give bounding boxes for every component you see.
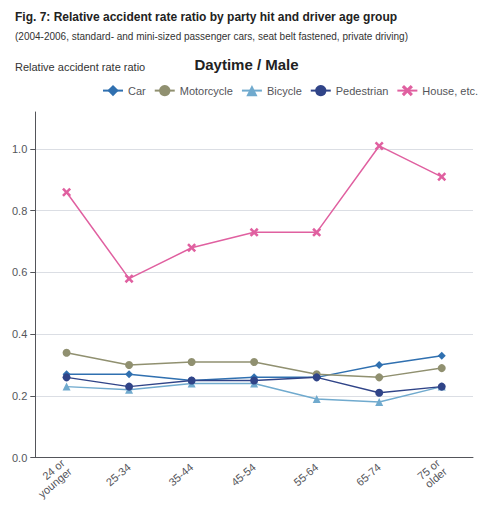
svg-text:Car: Car — [128, 85, 146, 97]
svg-text:(2004-2006, standard- and mini: (2004-2006, standard- and mini-sized pas… — [15, 31, 408, 42]
svg-text:younger: younger — [36, 465, 74, 500]
svg-text:0.0: 0.0 — [12, 452, 27, 464]
svg-text:55-64: 55-64 — [291, 461, 320, 488]
svg-text:1.0: 1.0 — [12, 143, 27, 155]
svg-text:Bicycle: Bicycle — [267, 85, 302, 97]
svg-text:35-44: 35-44 — [166, 461, 195, 488]
svg-text:75 or: 75 or — [415, 456, 443, 483]
svg-text:older: older — [423, 465, 450, 490]
svg-text:Pedestrian: Pedestrian — [336, 85, 389, 97]
svg-text:Relative accident rate ratio: Relative accident rate ratio — [15, 61, 145, 73]
svg-text:0.4: 0.4 — [12, 328, 27, 340]
svg-text:45-54: 45-54 — [229, 461, 258, 488]
svg-text:0.6: 0.6 — [12, 266, 27, 278]
svg-text:Daytime / Male: Daytime / Male — [194, 56, 298, 73]
svg-text:24 or: 24 or — [40, 456, 67, 483]
svg-text:65-74: 65-74 — [354, 461, 383, 488]
svg-text:Fig. 7: Relative accident rate: Fig. 7: Relative accident rate ratio by … — [15, 10, 397, 24]
svg-text:0.2: 0.2 — [12, 390, 27, 402]
svg-text:0.8: 0.8 — [12, 205, 27, 217]
svg-text:25-34: 25-34 — [104, 461, 133, 488]
svg-text:House, etc.: House, etc. — [422, 85, 478, 97]
svg-text:Motorcycle: Motorcycle — [180, 85, 233, 97]
